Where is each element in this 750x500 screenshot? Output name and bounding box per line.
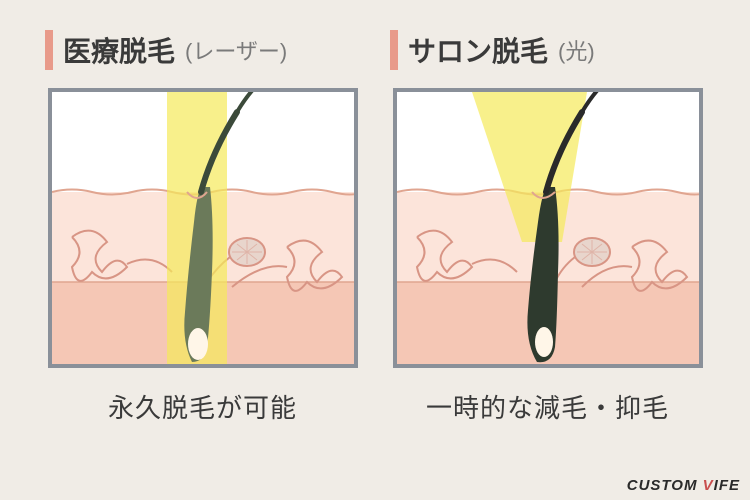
diagram-salon	[393, 88, 703, 368]
watermark: CUSTOM VIFE	[627, 477, 740, 494]
comparison-container: 医療脱毛 (レーザー)	[0, 0, 750, 445]
diagram-medical	[48, 88, 358, 368]
watermark-c: IFE	[714, 477, 740, 494]
title-row: 医療脱毛 (レーザー)	[45, 30, 360, 70]
watermark-a: CUSTOM	[627, 477, 703, 494]
watermark-v: V	[703, 477, 714, 494]
accent-bar	[45, 30, 53, 70]
skin-cross-section-svg	[52, 92, 358, 368]
title-sub: (レーザー)	[185, 34, 287, 66]
panel-medical: 医療脱毛 (レーザー)	[45, 30, 360, 425]
caption: 一時的な減毛・抑毛	[426, 388, 669, 425]
title-main: 医療脱毛	[63, 30, 175, 70]
title-main: サロン脱毛	[408, 30, 548, 70]
accent-bar	[390, 30, 398, 70]
title-sub: (光)	[558, 34, 595, 66]
title-row: サロン脱毛 (光)	[390, 30, 705, 70]
caption: 永久脱毛が可能	[108, 388, 297, 425]
panel-salon: サロン脱毛 (光)	[390, 30, 705, 425]
skin-cross-section-svg	[397, 92, 703, 368]
